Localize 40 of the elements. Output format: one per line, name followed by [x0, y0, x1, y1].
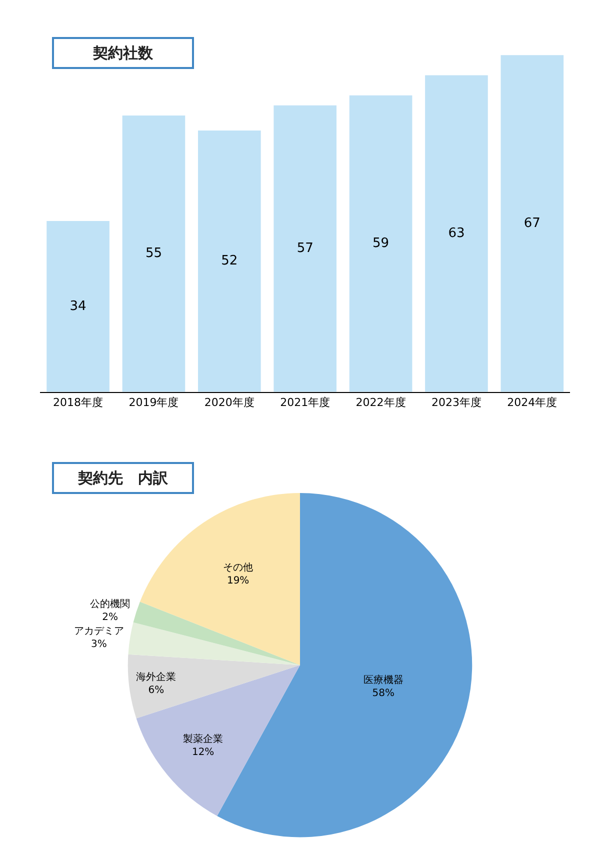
slice-label: 公的機関	[90, 598, 130, 610]
bar	[122, 115, 186, 392]
slice-label: その他	[223, 561, 254, 574]
pie-slice	[128, 654, 300, 718]
data-label: 55	[145, 246, 162, 262]
pie-slice	[136, 665, 300, 816]
chart-title: 契約先 内訳	[77, 469, 169, 487]
slice-label: アカデミア	[74, 626, 124, 637]
bar	[349, 95, 412, 392]
data-label: 12%	[192, 746, 214, 758]
data-label: 6%	[148, 684, 164, 696]
bar	[198, 130, 261, 392]
slice-label: 医療機器	[363, 674, 404, 686]
bar	[274, 105, 337, 392]
x-tick-label: 2021年度	[280, 396, 330, 410]
bar	[500, 55, 564, 392]
x-tick-label: 2023年度	[431, 396, 482, 410]
x-tick-label: 2022年度	[356, 396, 406, 410]
chart-title: 契約社数	[92, 44, 154, 62]
data-label: 59	[372, 236, 390, 252]
data-label: 3%	[91, 638, 107, 650]
data-label: 19%	[226, 575, 250, 586]
slice-label: 海外企業	[136, 670, 176, 683]
data-label: 67	[524, 216, 540, 231]
data-label: 34	[70, 298, 86, 314]
pie-slice	[140, 493, 300, 666]
x-tick-label: 2018年度	[53, 396, 104, 410]
pie-slice	[133, 602, 300, 666]
bar	[46, 220, 110, 392]
data-label: 63	[448, 226, 465, 242]
pie-slice	[128, 622, 300, 666]
x-tick-label: 2019年度	[128, 396, 179, 410]
data-label: 52	[221, 254, 238, 269]
data-label: 2%	[102, 612, 118, 624]
slice-label: 製薬企業	[183, 732, 224, 745]
data-label: 57	[296, 241, 314, 256]
x-tick-label: 2024年度	[507, 396, 558, 410]
x-tick-label: 2020年度	[204, 396, 254, 410]
data-label: 58%	[372, 688, 394, 700]
bar	[425, 75, 488, 392]
